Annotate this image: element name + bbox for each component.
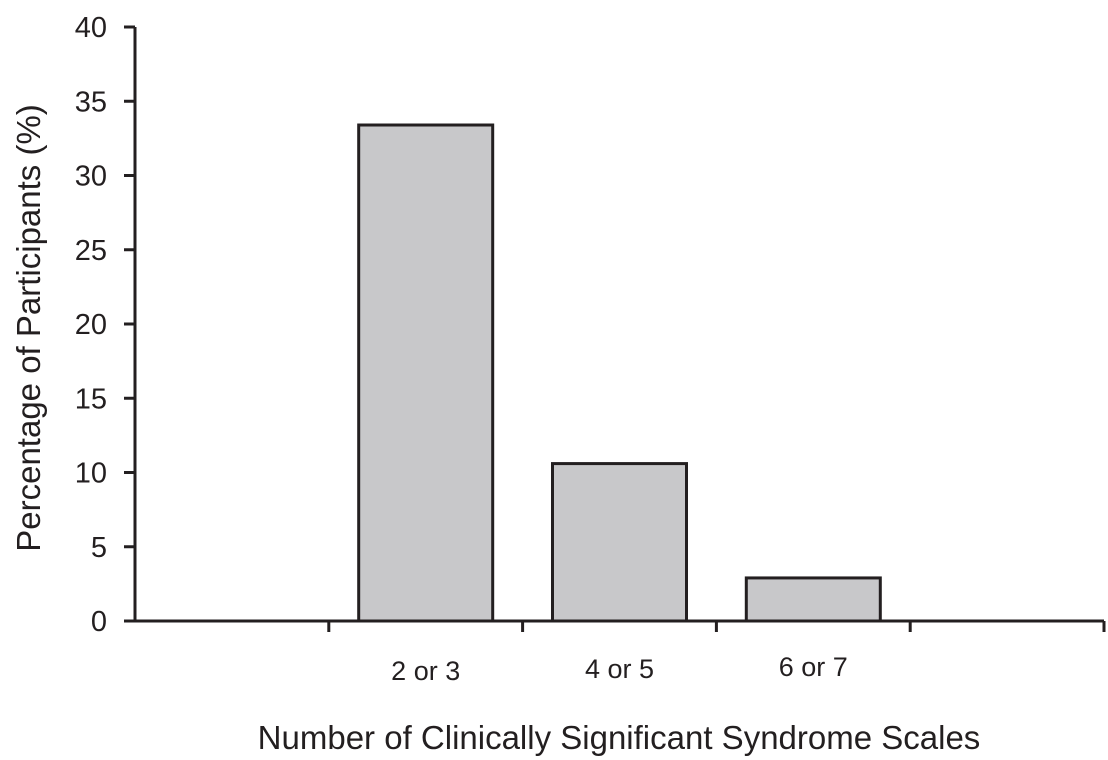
bar-4-or-5 — [551, 462, 688, 623]
bar-2-or-3 — [357, 123, 495, 623]
y-tick-label: 20 — [75, 309, 107, 341]
y-tick-label: 40 — [75, 12, 107, 44]
y-tick-label: 35 — [75, 86, 107, 118]
y-tick-label: 25 — [75, 235, 107, 267]
x-axis-title: Number of Clinically Significant Syndrom… — [258, 719, 981, 756]
x-category-label: 6 or 7 — [779, 652, 848, 682]
x-category-label: 2 or 3 — [391, 656, 460, 686]
y-tick-label: 10 — [75, 458, 107, 490]
bars — [357, 123, 882, 623]
x-axis-ticks: 2 or 3 4 or 5 6 or 7 — [327, 621, 1106, 686]
y-tick-label: 5 — [91, 532, 107, 564]
x-category-label: 4 or 5 — [585, 654, 654, 684]
y-axis-title: Percentage of Participants (%) — [10, 104, 47, 552]
bar-6-or-7 — [744, 576, 882, 623]
y-tick-label: 0 — [91, 606, 107, 638]
y-axis-ticks: 0 5 10 15 20 25 30 35 40 — [75, 12, 135, 638]
y-tick-label: 30 — [75, 161, 107, 193]
y-tick-label: 15 — [75, 383, 107, 415]
